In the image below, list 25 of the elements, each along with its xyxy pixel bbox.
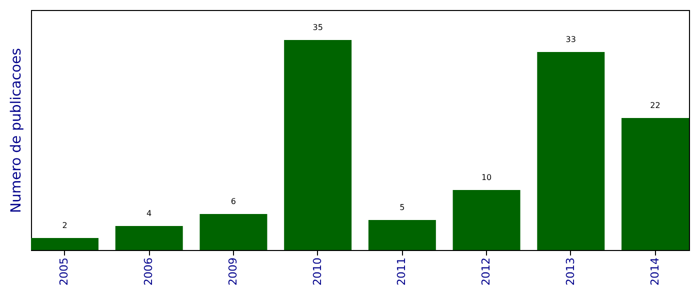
data-label: 2 <box>62 221 68 230</box>
bar <box>31 238 98 250</box>
x-tick-label: 2005 <box>58 258 71 286</box>
x-tick-label: 2006 <box>142 258 156 286</box>
x-tick-label: 2009 <box>226 258 240 286</box>
bar <box>115 226 183 250</box>
x-tick-label: 2011 <box>395 258 408 286</box>
data-label: 10 <box>481 173 492 182</box>
y-axis-title: Numero de publicacoes <box>8 48 24 213</box>
bar <box>284 40 352 250</box>
x-tick-label: 2013 <box>564 258 577 286</box>
data-label: 6 <box>230 197 236 206</box>
bar <box>537 52 605 250</box>
data-label: 22 <box>650 101 660 110</box>
data-label: 35 <box>312 23 323 32</box>
bar <box>622 118 689 250</box>
x-tick-label: 2012 <box>480 258 493 286</box>
data-label: 33 <box>566 35 576 44</box>
x-tick-label: 2010 <box>310 258 324 286</box>
bar <box>452 190 520 250</box>
data-label: 5 <box>400 203 405 212</box>
data-label: 4 <box>146 209 152 218</box>
x-tick-label: 2014 <box>648 258 662 286</box>
bar <box>200 214 268 250</box>
bar <box>368 220 436 250</box>
